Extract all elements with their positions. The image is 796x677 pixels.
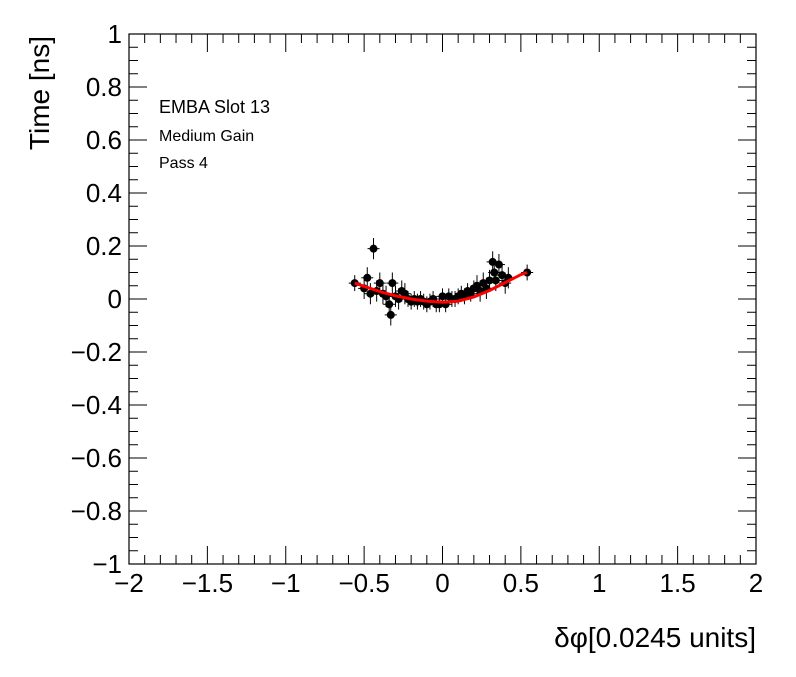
data-point bbox=[438, 292, 447, 301]
x-tick-label: 0 bbox=[435, 568, 449, 598]
data-point bbox=[498, 271, 507, 280]
y-tick-label: −0.8 bbox=[71, 496, 122, 526]
y-tick-label: 0.6 bbox=[86, 125, 122, 155]
x-tick-label: 1.5 bbox=[660, 568, 696, 598]
x-tick-label: −0.5 bbox=[338, 568, 389, 598]
data-point bbox=[491, 276, 500, 285]
y-tick-label: −0.6 bbox=[71, 443, 122, 473]
x-tick-label: 2 bbox=[749, 568, 763, 598]
fit-curve-group bbox=[354, 271, 528, 304]
x-tick-label: 0.5 bbox=[503, 568, 539, 598]
x-tick-label: −1 bbox=[271, 568, 301, 598]
y-tick-label: 0 bbox=[108, 284, 122, 314]
annotation-slot: EMBA Slot 13 bbox=[159, 97, 270, 117]
y-tick-label: −0.4 bbox=[71, 390, 122, 420]
axis-ticks-group bbox=[128, 33, 757, 565]
data-point bbox=[388, 279, 397, 288]
x-axis-title: δφ[0.0245 units] bbox=[554, 622, 756, 653]
data-point bbox=[363, 273, 372, 282]
annotation-pass: Pass 4 bbox=[159, 155, 208, 172]
data-point bbox=[386, 310, 395, 319]
y-tick-label: 0.4 bbox=[86, 178, 122, 208]
y-tick-label: 0.8 bbox=[86, 72, 122, 102]
y-axis-title: Time [ns] bbox=[24, 36, 55, 150]
x-tick-label: −2 bbox=[114, 568, 144, 598]
tick-labels-group: −2 −1.5 −1 −0.5 0 0.5 1 1.5 2 1 0.8 0.6 0.4 0.2 0 −0.2 −… bbox=[71, 19, 764, 598]
y-tick-label: −0.2 bbox=[71, 337, 122, 367]
y-tick-label: 0.2 bbox=[86, 231, 122, 261]
data-point bbox=[369, 244, 378, 253]
annotation-gain: Medium Gain bbox=[159, 128, 254, 145]
data-point bbox=[485, 276, 494, 285]
x-tick-label: 1 bbox=[592, 568, 606, 598]
x-tick-label: −1.5 bbox=[182, 568, 233, 598]
data-point bbox=[366, 289, 375, 298]
y-tick-label: −1 bbox=[92, 549, 122, 579]
fit-curve-line bbox=[354, 271, 528, 304]
data-point bbox=[385, 300, 394, 309]
y-tick-label: 1 bbox=[108, 19, 122, 49]
data-point bbox=[375, 279, 384, 288]
data-point bbox=[494, 260, 503, 269]
